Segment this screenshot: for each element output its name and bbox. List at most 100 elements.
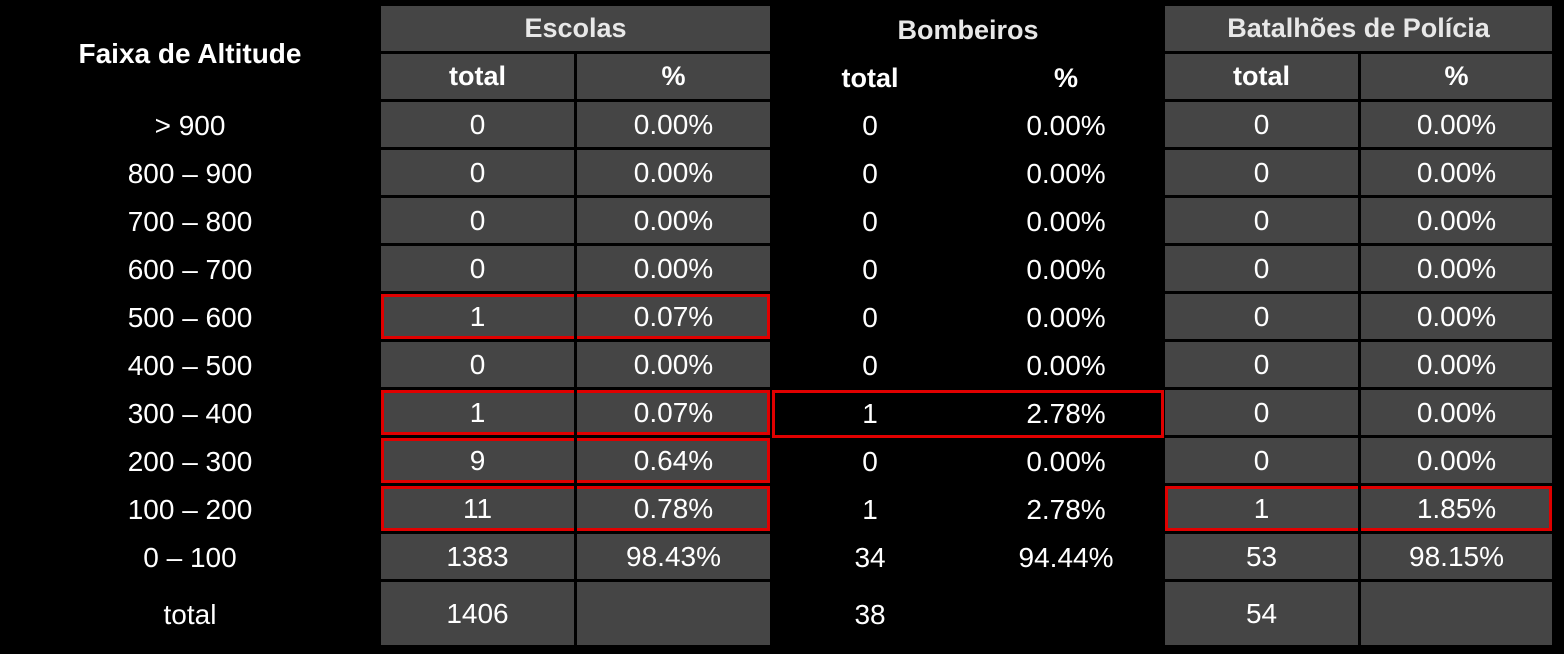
row-label: 0 – 100 bbox=[0, 534, 380, 582]
table-cell: 0.00% bbox=[1360, 246, 1555, 294]
sub-header: total bbox=[1164, 54, 1361, 102]
table-cell: 94.44% bbox=[968, 534, 1165, 582]
row-label: 300 – 400 bbox=[0, 390, 380, 438]
row-label: 800 – 900 bbox=[0, 150, 380, 198]
table-cell: 0.00% bbox=[576, 342, 773, 390]
row-label: 100 – 200 bbox=[0, 486, 380, 534]
highlighted-cell: 1.85% bbox=[1360, 486, 1555, 534]
table-cell: 0.00% bbox=[1360, 102, 1555, 150]
row-label: 200 – 300 bbox=[0, 438, 380, 486]
sub-header: % bbox=[968, 54, 1165, 102]
table-cell: 0 bbox=[1164, 438, 1361, 486]
table-cell: 0.00% bbox=[968, 102, 1165, 150]
table-cell: 0 bbox=[1164, 198, 1361, 246]
highlighted-cell: 0.64% bbox=[576, 438, 773, 486]
row-label: 700 – 800 bbox=[0, 198, 380, 246]
sub-header: total bbox=[380, 54, 576, 102]
table-cell: 53 bbox=[1164, 534, 1361, 582]
table-row: 300 – 400 1 0.07% 1 2.78% 0 0.00% bbox=[0, 390, 1555, 438]
table-cell: 0 bbox=[772, 102, 969, 150]
table-row: 100 – 200 11 0.78% 1 2.78% 1 1.85% bbox=[0, 486, 1555, 534]
corner-header: Faixa de Altitude bbox=[0, 6, 380, 102]
total-row: total 1406 38 54 bbox=[0, 582, 1555, 648]
table-cell: 0.00% bbox=[968, 342, 1165, 390]
row-label: > 900 bbox=[0, 102, 380, 150]
group-header-escolas: Escolas bbox=[380, 6, 773, 54]
table-cell: 0 bbox=[1164, 246, 1361, 294]
highlighted-cell: 0.07% bbox=[576, 294, 773, 342]
table-cell: 0.00% bbox=[1360, 438, 1555, 486]
table-cell: 0.00% bbox=[968, 438, 1165, 486]
table-cell: 0.00% bbox=[968, 198, 1165, 246]
table-cell: 0 bbox=[1164, 102, 1361, 150]
row-label: total bbox=[0, 582, 380, 648]
table-row: 500 – 600 1 0.07% 0 0.00% 0 0.00% bbox=[0, 294, 1555, 342]
table-cell: 0.00% bbox=[576, 198, 773, 246]
table-row: 400 – 500 0 0.00% 0 0.00% 0 0.00% bbox=[0, 342, 1555, 390]
table-cell: 0.00% bbox=[968, 246, 1165, 294]
table-cell: 98.15% bbox=[1360, 534, 1555, 582]
table-cell: 0 bbox=[1164, 390, 1361, 438]
table-row: 0 – 100 1383 98.43% 34 94.44% 53 98.15% bbox=[0, 534, 1555, 582]
altitude-table: Faixa de Altitude Escolas Bombeiros Bata… bbox=[0, 6, 1555, 648]
table-cell: 0 bbox=[772, 150, 969, 198]
table-cell: 0 bbox=[1164, 342, 1361, 390]
table-cell: 54 bbox=[1164, 582, 1361, 648]
table-cell: 38 bbox=[772, 582, 969, 648]
table-cell: 0.00% bbox=[576, 150, 773, 198]
table-cell: 1383 bbox=[380, 534, 576, 582]
table-cell: 0.00% bbox=[576, 102, 773, 150]
table-cell: 34 bbox=[772, 534, 969, 582]
highlighted-cell: 1 bbox=[380, 294, 576, 342]
table-cell: 0.00% bbox=[1360, 150, 1555, 198]
sub-header-row: total % total % total % bbox=[0, 54, 1555, 102]
table-cell: 0 bbox=[772, 438, 969, 486]
table-row: 800 – 900 0 0.00% 0 0.00% 0 0.00% bbox=[0, 150, 1555, 198]
table-row: 200 – 300 9 0.64% 0 0.00% 0 0.00% bbox=[0, 438, 1555, 486]
highlighted-cell: 1 bbox=[772, 390, 969, 438]
highlighted-cell: 0.78% bbox=[576, 486, 773, 534]
table-cell: 0 bbox=[772, 342, 969, 390]
highlighted-cell: 1 bbox=[1164, 486, 1361, 534]
table-cell: 1406 bbox=[380, 582, 576, 648]
table-cell: 0.00% bbox=[1360, 198, 1555, 246]
group-header-bombeiros: Bombeiros bbox=[772, 6, 1165, 54]
row-label: 600 – 700 bbox=[0, 246, 380, 294]
highlighted-cell: 2.78% bbox=[968, 390, 1165, 438]
row-label: 500 – 600 bbox=[0, 294, 380, 342]
table-cell: 0 bbox=[772, 246, 969, 294]
table-cell: 0.00% bbox=[968, 150, 1165, 198]
table-cell: 0 bbox=[1164, 150, 1361, 198]
table-cell: 0 bbox=[380, 246, 576, 294]
table-row: 600 – 700 0 0.00% 0 0.00% 0 0.00% bbox=[0, 246, 1555, 294]
table-cell: 0 bbox=[380, 150, 576, 198]
table-cell: 0.00% bbox=[1360, 390, 1555, 438]
sub-header: % bbox=[1360, 54, 1555, 102]
table-cell: 0.00% bbox=[1360, 294, 1555, 342]
sub-header: total bbox=[772, 54, 969, 102]
table-cell bbox=[576, 582, 773, 648]
group-header-row: Faixa de Altitude Escolas Bombeiros Bata… bbox=[0, 6, 1555, 102]
table-cell: 0 bbox=[380, 102, 576, 150]
highlighted-cell: 9 bbox=[380, 438, 576, 486]
table-cell: 0 bbox=[772, 198, 969, 246]
table-row: 700 – 800 0 0.00% 0 0.00% 0 0.00% bbox=[0, 198, 1555, 246]
highlighted-cell: 11 bbox=[380, 486, 576, 534]
table-cell: 0 bbox=[380, 198, 576, 246]
highlighted-cell: 0.07% bbox=[576, 390, 773, 438]
table-cell: 0 bbox=[772, 294, 969, 342]
table-cell: 0 bbox=[380, 342, 576, 390]
table-cell: 0.00% bbox=[576, 246, 773, 294]
table-cell bbox=[968, 582, 1165, 648]
group-header-policia: Batalhões de Polícia bbox=[1164, 6, 1555, 54]
table-cell: 98.43% bbox=[576, 534, 773, 582]
table-cell: 2.78% bbox=[968, 486, 1165, 534]
highlighted-cell: 1 bbox=[380, 390, 576, 438]
table-cell bbox=[1360, 582, 1555, 648]
table-cell: 0.00% bbox=[1360, 342, 1555, 390]
table-cell: 0.00% bbox=[968, 294, 1165, 342]
sub-header: % bbox=[576, 54, 773, 102]
table-cell: 1 bbox=[772, 486, 969, 534]
table-row: > 900 0 0.00% 0 0.00% 0 0.00% bbox=[0, 102, 1555, 150]
row-label: 400 – 500 bbox=[0, 342, 380, 390]
